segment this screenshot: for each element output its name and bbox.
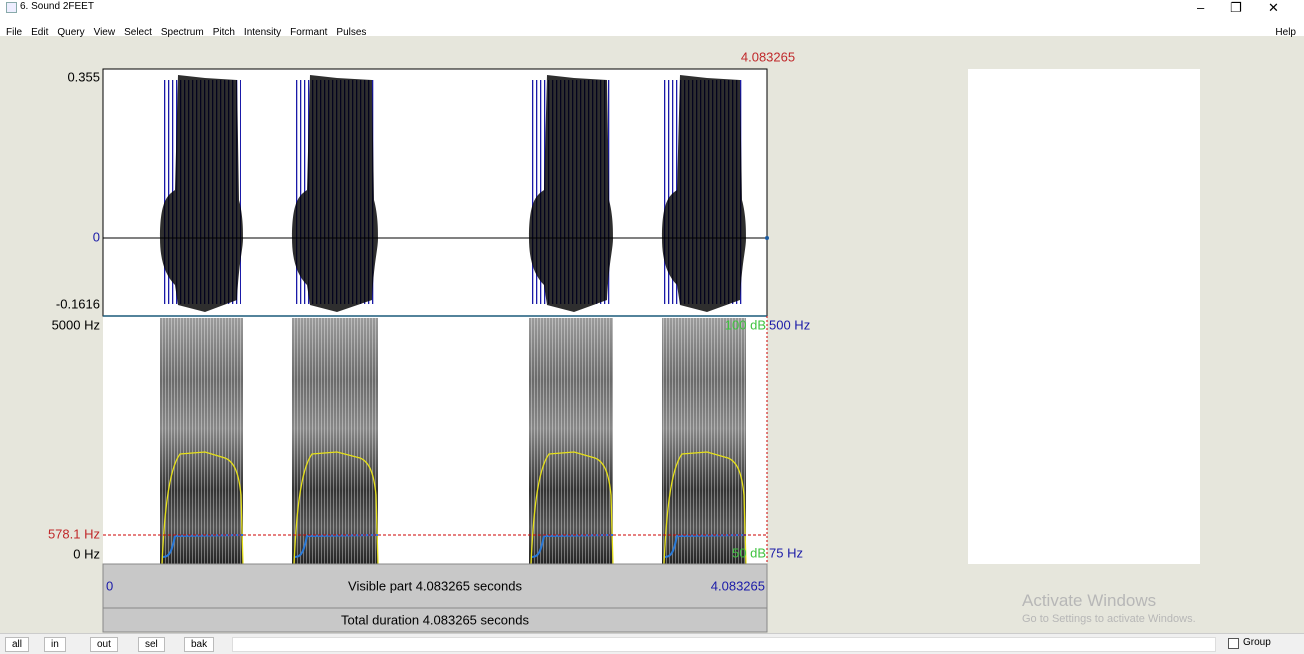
group-checkbox[interactable] bbox=[1228, 638, 1239, 649]
toolbar-button[interactable]: sel bbox=[138, 637, 165, 652]
watermark-title: Activate Windows bbox=[1022, 591, 1196, 611]
spectrogram-striae bbox=[292, 318, 378, 564]
intensity-max: 100 dB bbox=[725, 317, 766, 332]
page: Praat Sound Editor html, body { margin: … bbox=[0, 0, 1304, 653]
group-label: Group bbox=[1243, 637, 1271, 648]
spectrogram-striae bbox=[662, 318, 746, 564]
activation-watermark: Activate Windows Go to Settings to activ… bbox=[1022, 591, 1196, 625]
cursor-time: 4.083265 bbox=[741, 49, 795, 64]
app-window: {"window": {"title": "6. Sound 2FEET"}, … bbox=[0, 0, 1304, 653]
toolbar-button[interactable]: in bbox=[44, 637, 66, 652]
spectrogram-striae bbox=[160, 318, 243, 564]
editor: 4.083265 0.355 0 -0.1616 5000 Hz 578.1 H… bbox=[0, 0, 1304, 633]
waveform-zero: 0 bbox=[93, 229, 100, 244]
waveform-max: 0.355 bbox=[67, 69, 100, 84]
freq-max: 5000 Hz bbox=[52, 317, 100, 332]
scrollbar[interactable] bbox=[232, 637, 1216, 652]
pitch-min: 75 Hz bbox=[769, 545, 803, 560]
watermark-subtitle: Go to Settings to activate Windows. bbox=[1022, 613, 1196, 625]
waveform-min: -0.1616 bbox=[56, 296, 100, 311]
visible-label: Visible part 4.083265 seconds bbox=[348, 578, 522, 593]
spectrogram-striae bbox=[529, 318, 613, 564]
toolbar-button[interactable]: out bbox=[90, 637, 118, 652]
total-duration: Total duration 4.083265 seconds bbox=[341, 612, 529, 627]
side-panel bbox=[968, 69, 1200, 564]
freq-min: 0 Hz bbox=[73, 546, 100, 561]
toolbar-button[interactable]: all bbox=[5, 637, 29, 652]
toolbar-button[interactable]: bak bbox=[184, 637, 214, 652]
pitch-max: 500 Hz bbox=[769, 317, 810, 332]
intensity-min: 50 dB bbox=[732, 545, 766, 560]
visible-end: 4.083265 bbox=[711, 578, 765, 593]
visible-start: 0 bbox=[106, 578, 113, 593]
freq-cursor-label: 578.1 Hz bbox=[48, 526, 100, 541]
cursor-dot bbox=[765, 236, 769, 240]
